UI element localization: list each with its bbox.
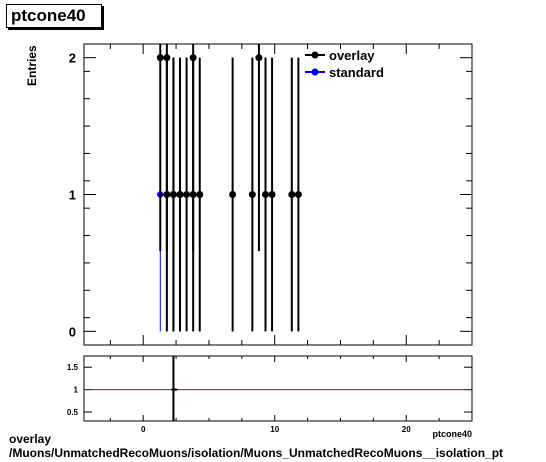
overlay-point	[255, 54, 263, 62]
overlay-point	[176, 191, 184, 198]
overlay-point	[229, 191, 237, 198]
overlay-point	[248, 191, 256, 198]
overlay-point	[156, 54, 164, 62]
x-tick-label: 10	[270, 425, 279, 434]
overlay-point	[163, 191, 171, 198]
y-axis-label: Entries	[25, 45, 39, 86]
legend-marker-overlay	[311, 51, 319, 59]
overlay-point	[268, 191, 276, 198]
footer-line-2: /Muons/UnmatchedRecoMuons/isolation/Muon…	[9, 446, 504, 460]
legend-marker-standard	[311, 68, 319, 76]
overlay-point	[262, 191, 270, 198]
ratio-plot-frame	[83, 355, 473, 422]
legend-label-standard: standard	[329, 65, 384, 80]
y-tick-label: 2	[69, 51, 76, 66]
x-tick-label: 0	[141, 425, 146, 434]
legend-label-overlay: overlay	[329, 48, 375, 63]
chart-title: ptcone40	[6, 4, 102, 28]
overlay-point	[183, 191, 191, 198]
overlay-point	[196, 191, 204, 198]
overlay-point	[294, 191, 302, 198]
overlay-point	[189, 191, 197, 198]
main-plot-frame	[83, 43, 473, 346]
overlay-point	[288, 191, 296, 198]
overlay-point	[169, 191, 177, 198]
y-tick-label: 0	[69, 324, 76, 339]
ratio-y-tick-label: 1.5	[67, 363, 79, 372]
ratio-y-tick-label: 1	[74, 386, 79, 395]
x-tick-label: 20	[402, 425, 411, 434]
footer-line-1: overlay	[9, 432, 52, 446]
ratio-y-tick-label: 0.5	[67, 408, 79, 417]
y-tick-label: 1	[69, 188, 76, 203]
x-axis-label: ptcone40	[432, 429, 472, 439]
